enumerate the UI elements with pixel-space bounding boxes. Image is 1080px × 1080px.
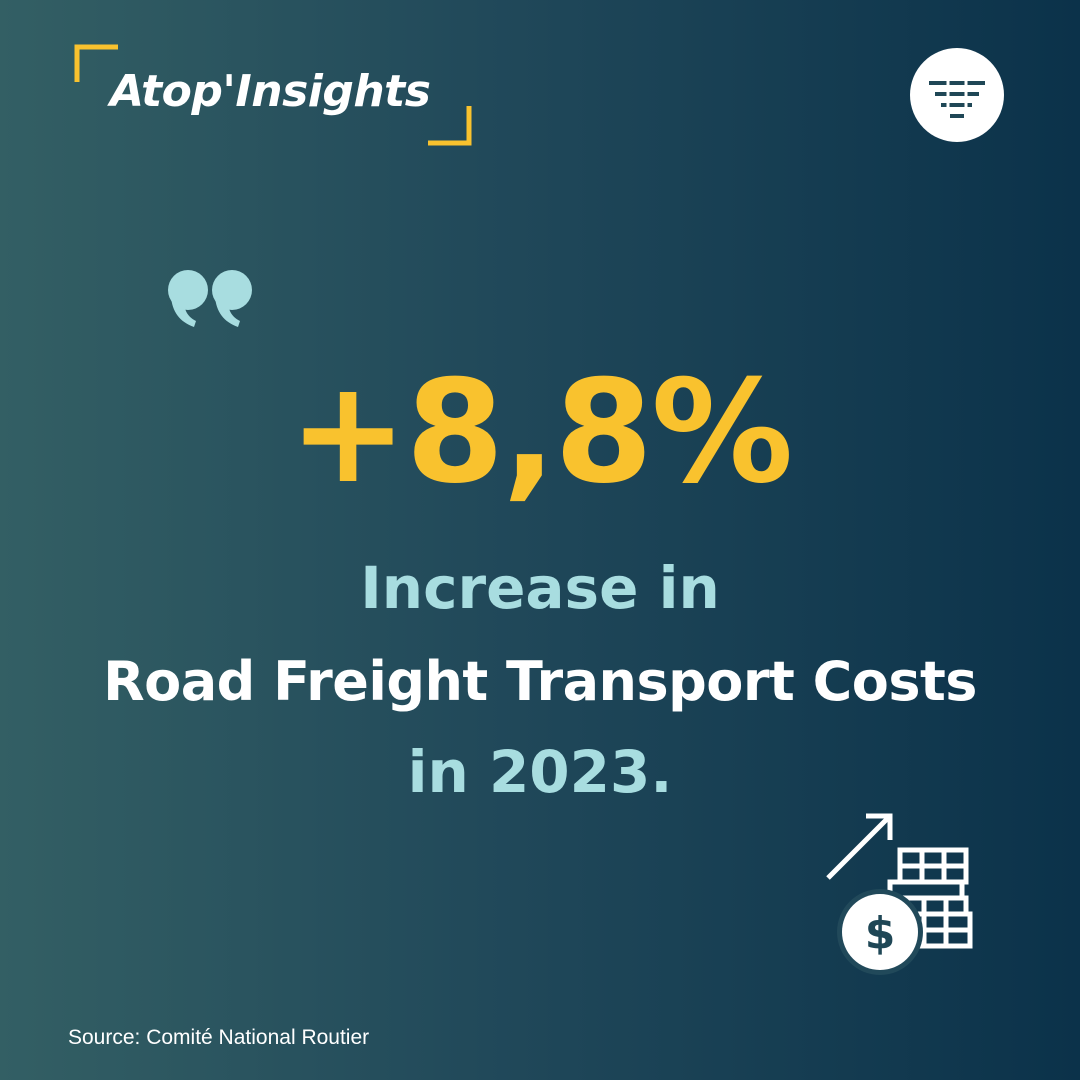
quote-mark-icon	[166, 266, 258, 330]
source-note: Source: Comité National Routier	[68, 1026, 369, 1050]
logo-badge	[910, 48, 1004, 142]
headline-stat: +8,8%	[0, 348, 1080, 518]
coins-rising-cost-icon: $	[820, 810, 980, 975]
headline-line-2: Road Freight Transport Costs	[0, 648, 1080, 716]
brand-name: Atop'Insights	[110, 66, 430, 117]
headline-line-1: Increase in	[0, 554, 1080, 622]
svg-text:$: $	[865, 908, 896, 959]
stat-value: +8,8%	[289, 350, 792, 515]
brand-bracket-bottom-right	[426, 104, 472, 146]
headline-line-3: in 2023.	[0, 738, 1080, 806]
funnel-lines-icon	[910, 48, 1004, 142]
